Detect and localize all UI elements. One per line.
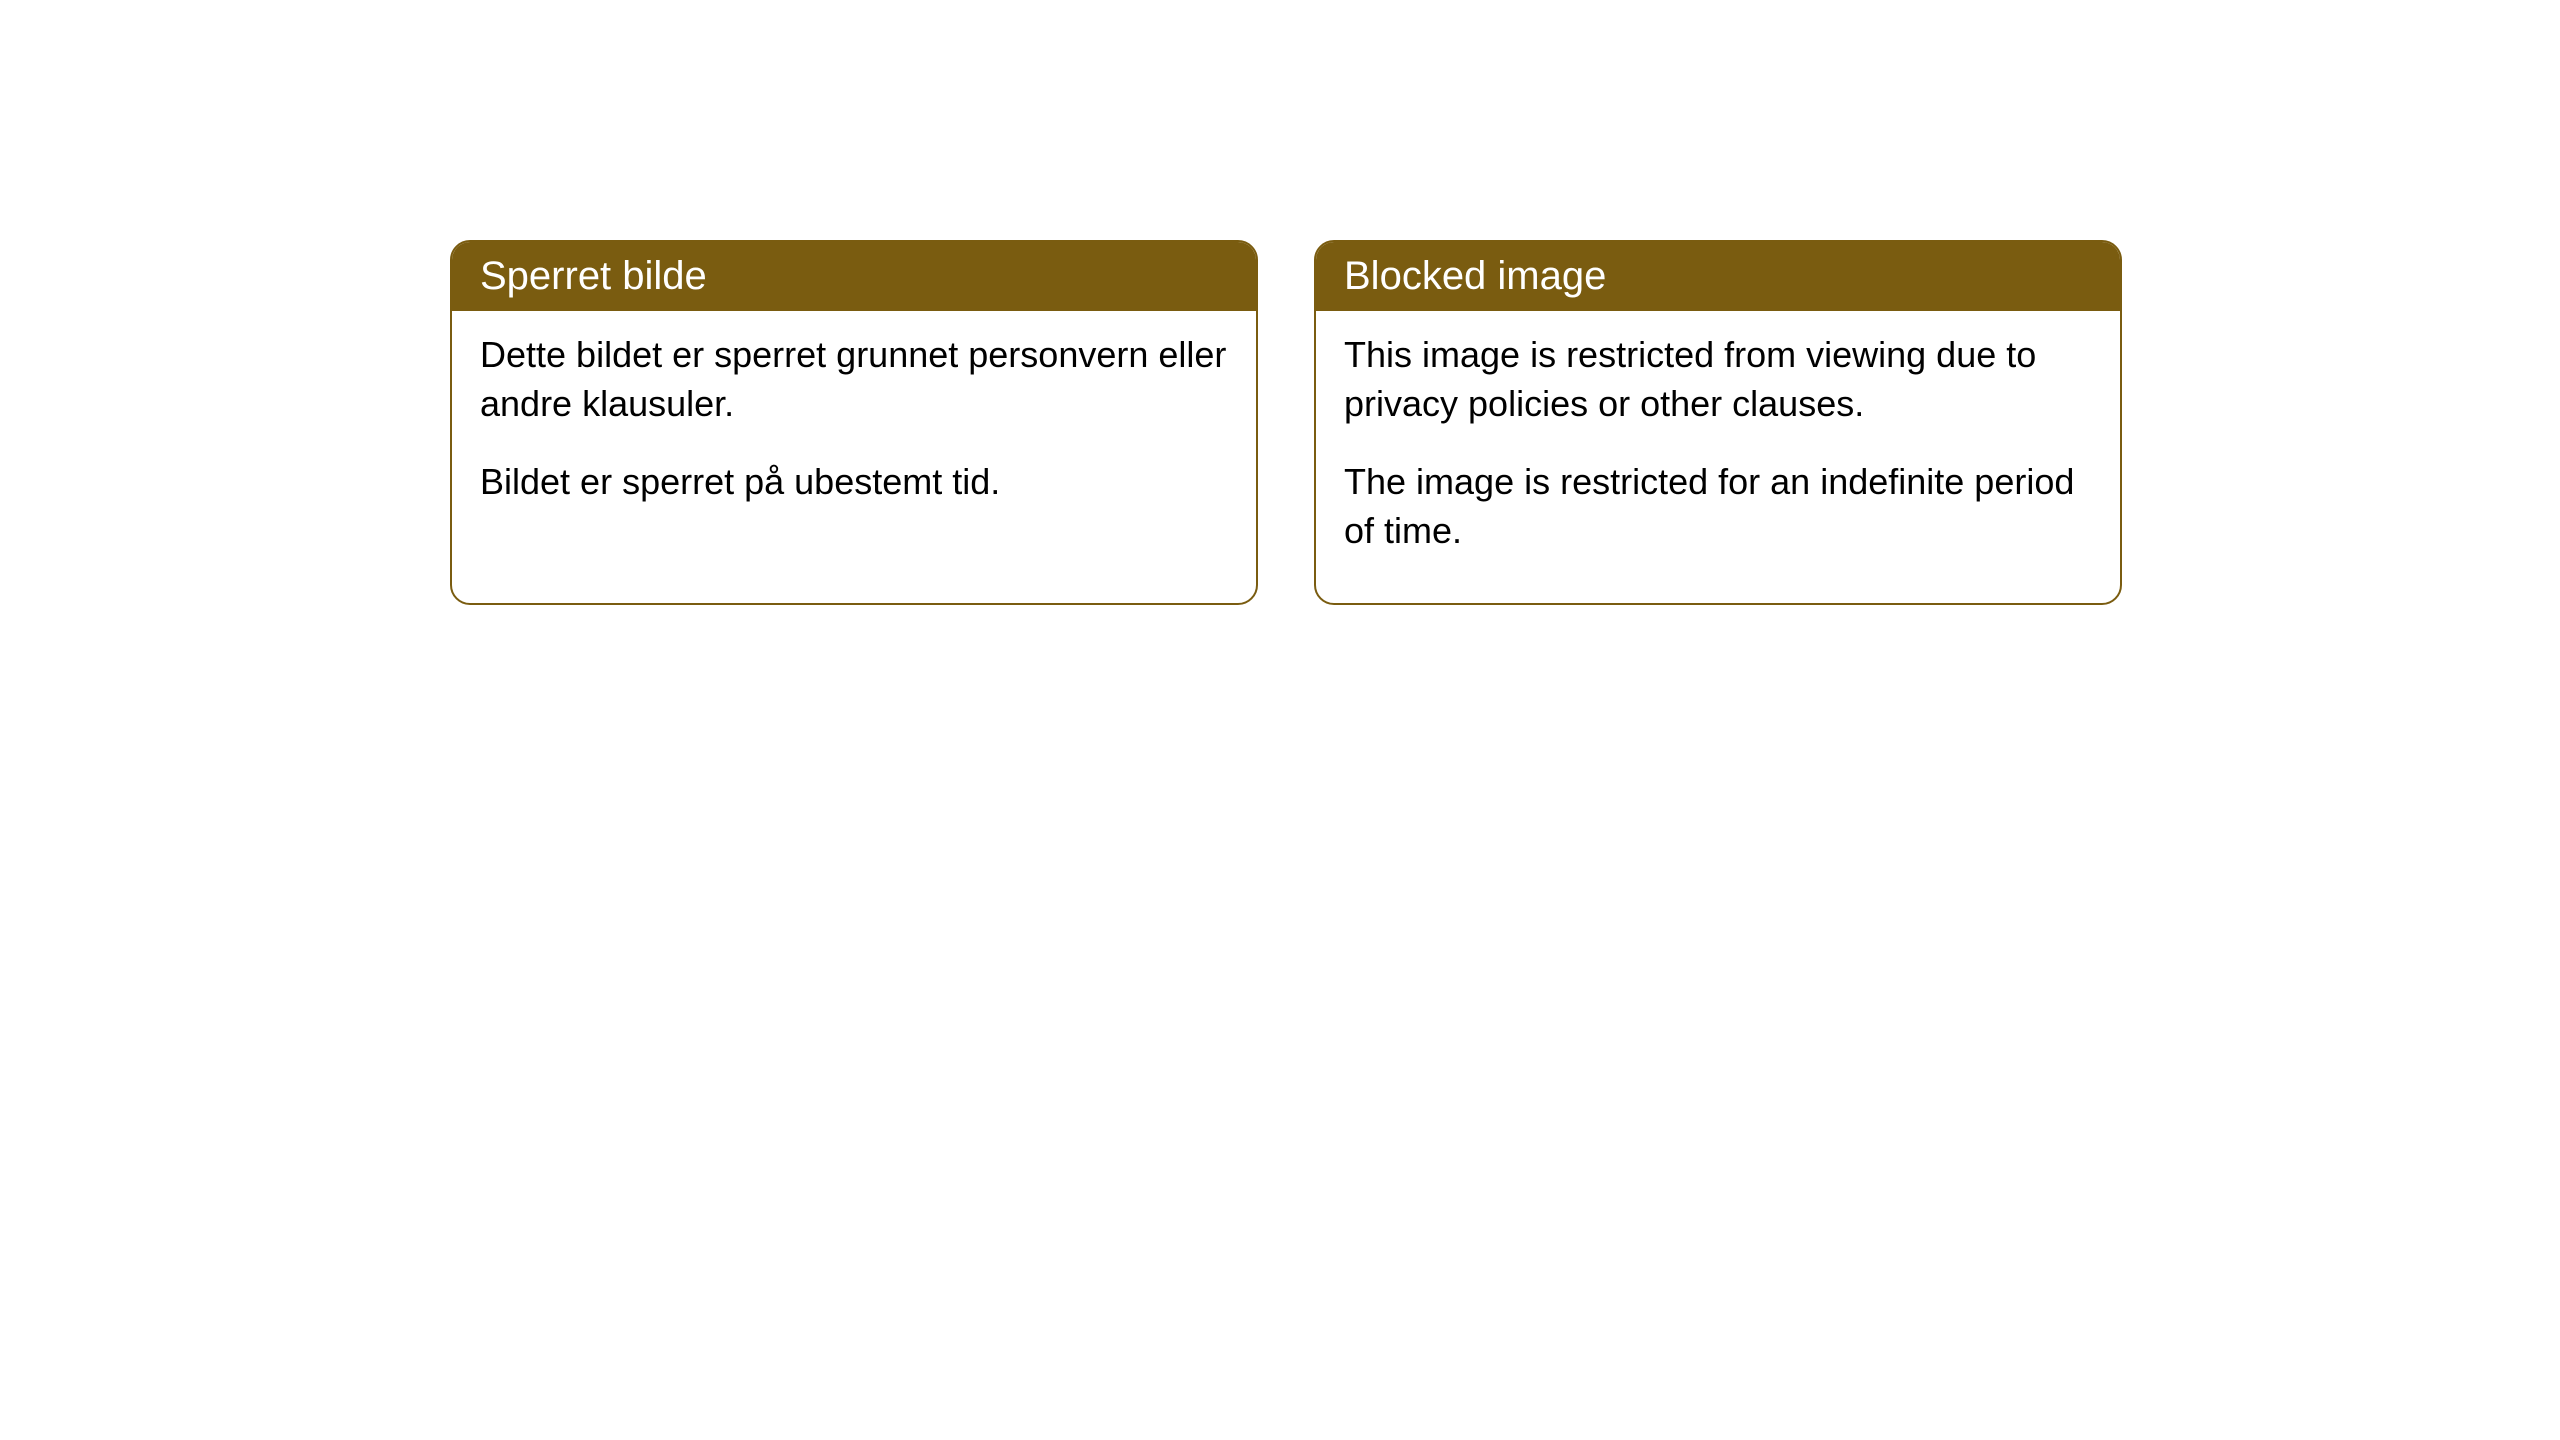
card-paragraph: Bildet er sperret på ubestemt tid. xyxy=(480,458,1228,507)
card-body: This image is restricted from viewing du… xyxy=(1316,311,2120,603)
card-paragraph: The image is restricted for an indefinit… xyxy=(1344,458,2092,555)
notice-cards-container: Sperret bilde Dette bildet er sperret gr… xyxy=(450,240,2122,605)
notice-card-norwegian: Sperret bilde Dette bildet er sperret gr… xyxy=(450,240,1258,605)
card-title: Sperret bilde xyxy=(480,254,707,298)
card-paragraph: This image is restricted from viewing du… xyxy=(1344,331,2092,428)
card-body: Dette bildet er sperret grunnet personve… xyxy=(452,311,1256,555)
card-paragraph: Dette bildet er sperret grunnet personve… xyxy=(480,331,1228,428)
card-header: Sperret bilde xyxy=(452,242,1256,311)
card-header: Blocked image xyxy=(1316,242,2120,311)
card-title: Blocked image xyxy=(1344,254,1606,298)
notice-card-english: Blocked image This image is restricted f… xyxy=(1314,240,2122,605)
